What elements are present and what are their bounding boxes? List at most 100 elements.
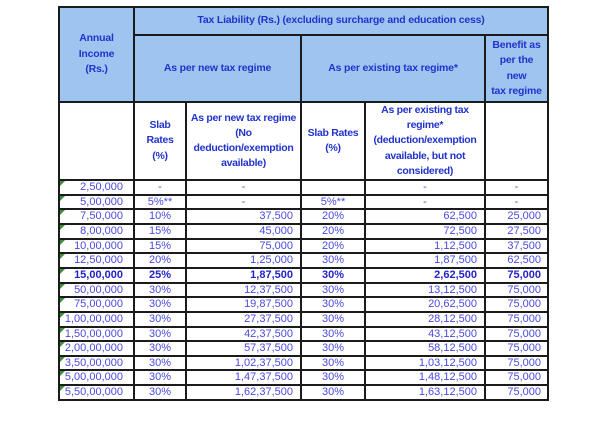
table-row: 12,50,000 20% 1,25,000 30% 1,87,500 62,5… [58, 252, 549, 269]
benefit-cell: 75,000 [484, 369, 549, 387]
existing-regime-tax-cell: 13,12,500 [364, 281, 486, 299]
new-regime-detail-header: As per new tax regime (No deduction/exem… [185, 100, 302, 182]
table-row: 2,00,00,000 30% 57,37,500 30% 58,12,500 … [58, 340, 549, 357]
existing-slab-rate-cell: 20% [300, 237, 366, 255]
existing-regime-tax-cell: 1,63,12,500 [364, 384, 486, 401]
new-slab-rate-cell: 20% [133, 252, 187, 269]
empty-header-cell [484, 100, 549, 182]
new-slab-rate-cell: - [133, 179, 187, 196]
existing-slab-rate-cell: 20% [300, 208, 366, 225]
new-regime-tax-cell: 1,47,37,500 [185, 369, 302, 387]
new-slab-rate-cell: 30% [133, 340, 187, 357]
table-row: 2,50,000 - - - - [58, 179, 549, 196]
new-slab-rate-cell: 10% [133, 208, 187, 225]
existing-slab-rate-cell: 30% [300, 281, 366, 299]
existing-slab-rate-cell: 30% [300, 369, 366, 387]
tax-liability-header: Tax Liability (Rs.) (excluding surcharge… [133, 6, 549, 36]
new-slab-rate-cell: 30% [133, 296, 187, 313]
existing-regime-tax-cell: 1,87,500 [364, 252, 486, 269]
income-cell: 5,00,00,000 [58, 369, 135, 387]
new-slab-rate-cell: 30% [133, 369, 187, 387]
new-regime-tax-cell: 57,37,500 [185, 340, 302, 357]
existing-regime-tax-cell: 20,62,500 [364, 296, 486, 313]
benefit-cell: 75,000 [484, 384, 549, 401]
existing-slab-rate-cell: 20% [300, 223, 366, 240]
table-row: 5,00,000 5%** - 5%** - - [58, 193, 549, 211]
new-slab-rate-cell: 5%** [133, 193, 187, 211]
income-cell: 50,00,000 [58, 281, 135, 299]
table-row: 5,00,00,000 30% 1,47,37,500 30% 1,48,12,… [58, 369, 549, 387]
table-row-highlighted: 15,00,000 25% 1,87,500 30% 2,62,500 75,0… [58, 266, 549, 284]
existing-regime-detail-header: As per existing tax regime* (deduction/e… [364, 100, 486, 182]
benefit-cell: 27,500 [484, 223, 549, 240]
table-row: 1,00,00,000 30% 27,37,500 30% 28,12,500 … [58, 310, 549, 328]
existing-regime-tax-cell: 43,12,500 [364, 325, 486, 343]
new-regime-tax-cell: 1,62,37,500 [185, 384, 302, 401]
new-regime-tax-cell: - [185, 179, 302, 196]
existing-regime-tax-cell: 2,62,500 [364, 266, 486, 284]
benefit-cell: 25,000 [484, 208, 549, 225]
income-cell: 5,50,00,000 [58, 384, 135, 401]
existing-slab-rate-cell: 30% [300, 310, 366, 328]
new-regime-tax-cell: 12,37,500 [185, 281, 302, 299]
benefit-cell: - [484, 179, 549, 196]
existing-slab-rate-cell: 30% [300, 266, 366, 284]
existing-regime-tax-cell: 1,03,12,500 [364, 354, 486, 372]
new-regime-tax-cell: 27,37,500 [185, 310, 302, 328]
benefit-header: Benefit as per the new tax regime [484, 34, 549, 103]
tax-comparison-table: Annual Income (Rs.) Tax Liability (Rs.) … [58, 6, 549, 401]
new-regime-tax-cell: 75,000 [185, 237, 302, 255]
tax-table: Annual Income (Rs.) Tax Liability (Rs.) … [58, 6, 549, 401]
header-row-2: As per new tax regime As per existing ta… [59, 34, 549, 103]
new-slab-rate-cell: 30% [133, 281, 187, 299]
benefit-cell: 75,000 [484, 310, 549, 328]
new-regime-tax-cell: 37,500 [185, 208, 302, 225]
empty-header-cell [58, 100, 135, 182]
income-cell: 3,50,00,000 [58, 354, 135, 372]
existing-slab-rate-cell [300, 179, 366, 196]
benefit-cell: 75,000 [484, 266, 549, 284]
table-row: 50,00,000 30% 12,37,500 30% 13,12,500 75… [58, 281, 549, 299]
table-row: 3,50,00,000 30% 1,02,37,500 30% 1,03,12,… [58, 354, 549, 372]
income-cell: 75,00,000 [58, 296, 135, 313]
existing-regime-tax-cell: 62,500 [364, 208, 486, 225]
existing-regime-group-header: As per existing tax regime* [300, 34, 486, 103]
new-regime-tax-cell: 1,02,37,500 [185, 354, 302, 372]
benefit-cell: 37,500 [484, 237, 549, 255]
new-regime-group-header: As per new tax regime [133, 34, 302, 103]
benefit-cell: 75,000 [484, 354, 549, 372]
benefit-cell: 75,000 [484, 281, 549, 299]
annual-income-header: Annual Income (Rs.) [58, 6, 135, 103]
benefit-cell: 62,500 [484, 252, 549, 269]
table-row: 7,50,000 10% 37,500 20% 62,500 25,000 [58, 208, 549, 225]
new-slab-rate-cell: 30% [133, 384, 187, 401]
new-slab-rate-cell: 15% [133, 223, 187, 240]
existing-slab-rate-cell: 30% [300, 384, 366, 401]
existing-slab-rate-cell: 5%** [300, 193, 366, 211]
existing-slab-rate-cell: 30% [300, 252, 366, 269]
income-cell: 5,00,000 [58, 193, 135, 211]
new-regime-tax-cell: 19,87,500 [185, 296, 302, 313]
existing-regime-tax-cell: - [364, 179, 486, 196]
income-cell: 2,00,00,000 [58, 340, 135, 357]
existing-slab-rate-cell: 30% [300, 354, 366, 372]
existing-regime-tax-cell: 72,500 [364, 223, 486, 240]
income-cell: 2,50,000 [58, 179, 135, 196]
income-cell: 12,50,000 [58, 252, 135, 269]
existing-slab-rate-cell: 30% [300, 340, 366, 357]
new-regime-tax-cell: 42,37,500 [185, 325, 302, 343]
income-cell: 8,00,000 [58, 223, 135, 240]
existing-slab-rate-cell: 30% [300, 296, 366, 313]
benefit-cell: 75,000 [484, 296, 549, 313]
income-cell: 10,00,000 [58, 237, 135, 255]
new-regime-tax-cell: 1,25,000 [185, 252, 302, 269]
existing-regime-tax-cell: 1,48,12,500 [364, 369, 486, 387]
existing-regime-tax-cell: - [364, 193, 486, 211]
new-slab-rate-cell: 30% [133, 325, 187, 343]
existing-regime-tax-cell: 1,12,500 [364, 237, 486, 255]
income-cell: 1,00,00,000 [58, 310, 135, 328]
new-regime-tax-cell: 1,87,500 [185, 266, 302, 284]
new-regime-tax-cell: - [185, 193, 302, 211]
benefit-cell: 75,000 [484, 325, 549, 343]
table-row: 75,00,000 30% 19,87,500 30% 20,62,500 75… [58, 296, 549, 313]
